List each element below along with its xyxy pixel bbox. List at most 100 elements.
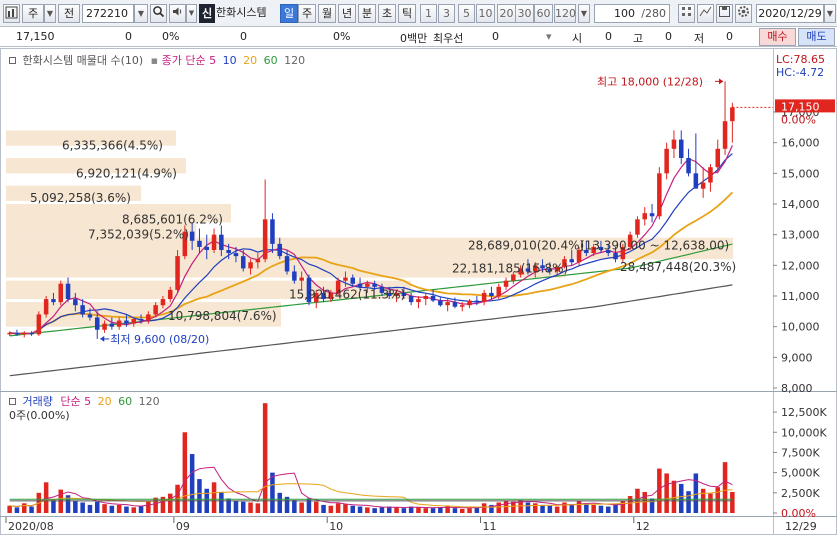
volume-profile-band [6,185,141,201]
volume-bar [29,506,34,513]
candle-body [525,268,531,272]
high-value: 0 [665,30,672,43]
period-tab-1[interactable]: 주 [298,4,316,23]
period-tab-2[interactable]: 월 [318,4,336,23]
candle-body [248,262,253,269]
candle-body [430,296,436,301]
stock-name: 한화시스템 [216,6,267,19]
market-select[interactable]: 주 [22,4,44,23]
low-value: 0 [726,30,733,43]
prev-button[interactable]: 전 [58,4,80,23]
x-tick-label: 11 [483,520,497,533]
volume-bar [14,507,20,513]
interval-button-60[interactable]: 60 [534,4,553,23]
candle-body [372,283,377,287]
volume-bar [211,482,217,513]
volume-bar [270,472,275,513]
period-tab-6[interactable]: 틱 [398,4,416,23]
candle-body [73,299,78,306]
candle-body [240,256,246,269]
volume-sub-label: 0주(0.00%) [9,409,70,422]
volume-legend: 거래량 단순 5 20 60 120 [9,393,160,409]
volume-bar [248,502,253,513]
bar-count-field[interactable]: 100 /280 [594,4,670,23]
period-tab-0[interactable]: 일 [280,4,298,23]
volume-bar [73,500,78,513]
candle-body [313,292,319,303]
gear-icon[interactable] [735,4,752,23]
high-arrow-icon [719,78,724,85]
speaker-icon[interactable] [169,4,186,23]
code-dropdown-chevron-down-icon[interactable]: ▼ [134,4,148,23]
volume-bar [496,502,502,513]
quote-infobar: 17,150 0 0% 0 0% 0백만 최우선 0 ▾ 시 0 고 0 저 0… [0,27,837,47]
candle-body [642,213,648,220]
volume-profile-label: 15,920,462(11.3%) [289,287,405,301]
calendar-chevron-down-icon[interactable]: ▼ [824,4,836,23]
interval-button-20[interactable]: 20 [497,4,516,23]
volume-profile-band [6,158,186,174]
volume-bar [277,492,283,513]
interval-button-10[interactable]: 10 [476,4,495,23]
volume-bar [605,506,611,513]
volume-profile-band [6,237,733,260]
volume-bar [467,508,472,513]
sound-chevron-down-icon[interactable]: ▼ [186,4,197,23]
current-price-tag [775,99,835,113]
grid-icon[interactable] [678,4,695,23]
best-ask-chevron-down-icon[interactable]: ▾ [546,30,552,43]
legend-ma-label: 종가 단순 [161,54,206,67]
volume-bar [686,491,691,513]
interval-button-3[interactable]: 3 [438,4,455,23]
stock-code-input[interactable]: 272210 [82,4,134,23]
candle-body [452,302,458,307]
price-tick-label: 9,000 [781,351,813,364]
volume-bar [708,493,713,513]
volume-profile-label: 6,335,366(4.5%) [62,139,163,153]
chevron-down-icon[interactable]: ▼ [44,4,56,23]
x-tick-label: 09 [176,520,190,533]
candle-body [708,167,713,183]
candle-body [80,305,85,315]
interval-button-1[interactable]: 1 [420,4,437,23]
candle-body [153,305,158,315]
sell-button[interactable]: 매도 [798,28,835,46]
interval-button-30[interactable]: 30 [515,4,534,23]
candle-body [262,219,268,260]
candle-body [36,314,42,335]
candle-body [591,246,596,254]
volume-bar [102,504,107,513]
volume-bar [511,501,516,513]
search-icon[interactable] [150,4,167,23]
period-tab-3[interactable]: 년 [338,4,356,23]
chart-icon[interactable] [3,4,20,23]
interval-button-5[interactable]: 5 [458,4,475,23]
chart-area[interactable]: 17,000 16,000 15,000 14,000 13,000 12,000 11,0… [0,48,837,535]
legend-ma10: 10 [222,54,237,67]
interval-chevron-down-icon[interactable]: ▼ [578,4,590,23]
volume-bar [386,506,392,513]
candle-body [365,283,370,287]
volume-bar [87,504,93,513]
buy-button[interactable]: 매수 [759,28,796,46]
best-ask-label: 최우선 [433,32,464,45]
volume-profile-label: 28,487,448(20.3%) [620,260,736,274]
volume-bar [554,506,560,513]
candle-body [335,280,341,293]
save-icon[interactable] [716,4,733,23]
volume-bar [598,505,604,513]
candle-body [576,250,582,263]
period-tab-4[interactable]: 분 [358,4,376,23]
period-tab-5[interactable]: 초 [378,4,396,23]
volume-profile-band [6,204,231,223]
line-tool-icon[interactable] [697,4,714,23]
date-input[interactable]: 2020/12/29 [756,4,824,23]
stock-chart[interactable]: 17,00016,00015,00014,00013,00012,00011,0… [0,48,837,535]
low-label: 저 [694,32,705,45]
volume-ma5-line [9,466,733,509]
volume-bar [372,508,377,513]
price-legend: 한화시스템 매물대 수(10) ▪ 종가 단순 5 10 20 60 120 [9,52,305,68]
volume-bar [664,473,669,513]
volume-legend-ma60: 60 [118,395,133,408]
interval-button-120[interactable]: 120 [554,4,576,23]
